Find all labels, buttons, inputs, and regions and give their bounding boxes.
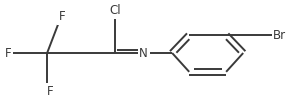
Text: N: N [139,47,148,60]
Text: F: F [59,10,65,23]
Text: F: F [47,85,54,98]
Text: F: F [5,47,12,60]
Text: Br: Br [273,29,286,42]
Text: Cl: Cl [110,4,121,17]
